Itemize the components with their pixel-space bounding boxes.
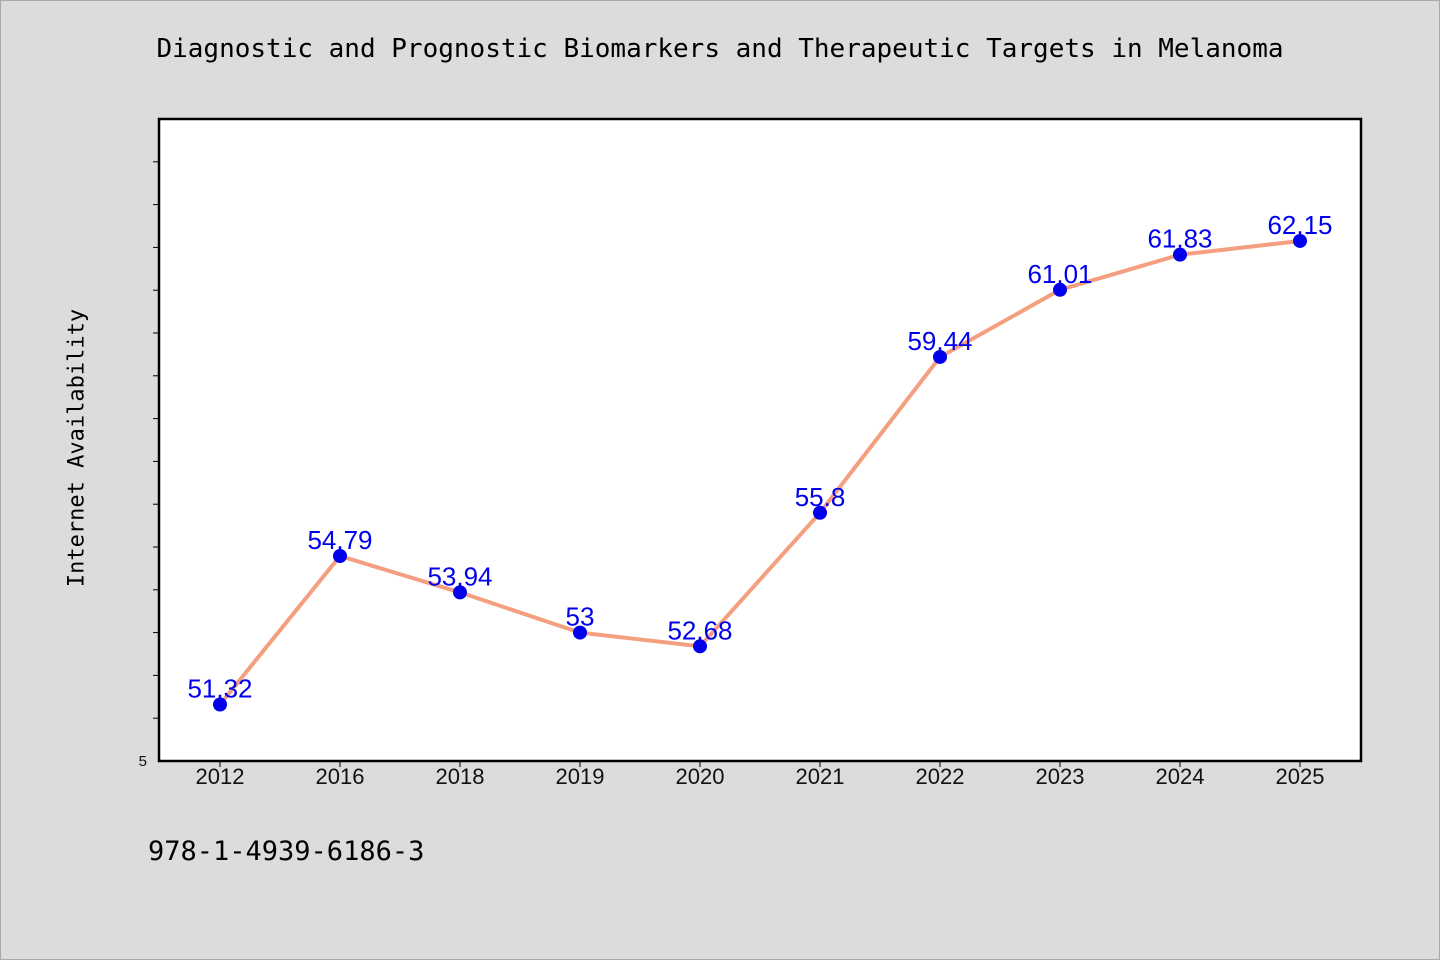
x-tick-label-2016: 2016 — [316, 764, 365, 789]
series-markers — [213, 233, 1307, 712]
plot-area — [157, 117, 1363, 763]
data-point-2012 — [213, 697, 227, 712]
x-tick-label-2024: 2024 — [1156, 764, 1205, 789]
x-tick-label-2022: 2022 — [916, 764, 965, 789]
data-label-2012: 51.32 — [187, 674, 252, 704]
x-axis-ticks: 2012 2016 2018 2019 2020 2021 2022 2023 2024 2025 — [196, 761, 1325, 789]
x-tick-label-2025: 2025 — [1276, 764, 1325, 789]
chart-title: Diagnostic and Prognostic Biomarkers and… — [156, 34, 1284, 64]
y-axis-ticks: 5 — [139, 161, 159, 770]
x-tick-label-2019: 2019 — [556, 764, 605, 789]
data-label-2025: 62.15 — [1267, 210, 1332, 240]
data-point-2020 — [693, 639, 707, 654]
data-label-2021: 55.8 — [795, 482, 846, 512]
data-label-2018: 53.94 — [427, 561, 492, 591]
data-point-2021 — [813, 505, 827, 520]
data-point-2025 — [1293, 233, 1307, 248]
data-label-2016: 54.79 — [307, 525, 372, 555]
footer-code: 978-1-4939-6186-3 — [148, 836, 425, 867]
series-line — [218, 239, 1302, 707]
data-point-2022 — [933, 349, 947, 364]
data-label-2019: 53 — [566, 602, 595, 632]
x-tick-label-2021: 2021 — [796, 764, 845, 789]
y-tick-label: 5 — [139, 753, 147, 770]
data-point-2023 — [1053, 282, 1067, 297]
data-point-2018 — [453, 585, 467, 600]
data-point-2024 — [1173, 247, 1187, 262]
x-tick-label-2023: 2023 — [1036, 764, 1085, 789]
x-tick-label-2012: 2012 — [196, 764, 245, 789]
x-tick-label-2018: 2018 — [436, 764, 485, 789]
data-label-2023: 61.01 — [1027, 259, 1092, 289]
data-label-2022: 59.44 — [907, 326, 972, 356]
data-label-2020: 52.68 — [667, 615, 732, 645]
data-point-2016 — [333, 548, 347, 563]
data-point-2019 — [573, 625, 587, 640]
x-tick-label-2020: 2020 — [676, 764, 725, 789]
data-labels: 51.32 54.79 53.94 53 52.68 55.8 59.44 61.01 61.8… — [187, 210, 1332, 704]
data-label-2024: 61.83 — [1147, 224, 1212, 254]
